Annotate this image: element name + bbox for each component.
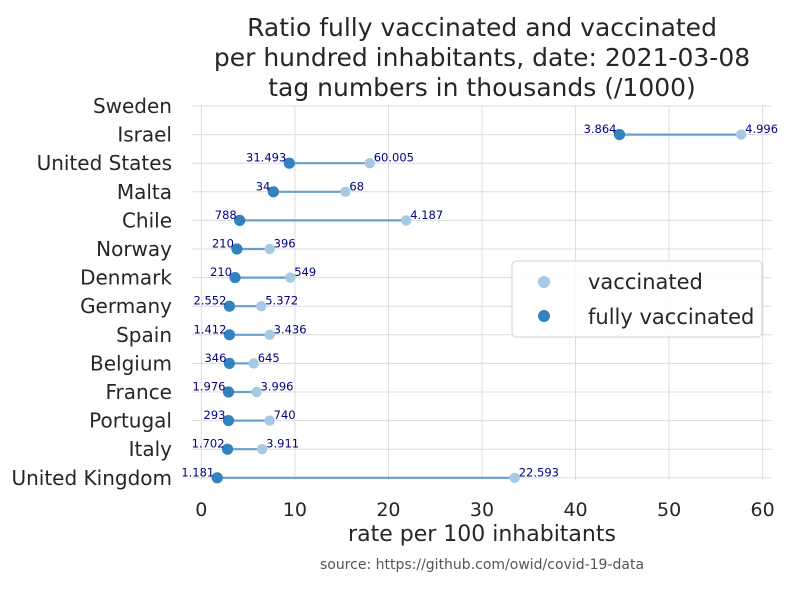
tag-vaccinated-portugal: 740: [274, 408, 296, 422]
legend-label-fully-vaccinated: fully vaccinated: [588, 305, 754, 329]
y-tick-label-germany: Germany: [80, 294, 172, 318]
point-fully-vaccinated-united-states: [283, 157, 295, 169]
tag-vaccinated-malta: 68: [349, 179, 364, 193]
point-fully-vaccinated-denmark: [229, 272, 241, 284]
point-vaccinated-portugal: [264, 415, 275, 426]
y-tick-label-united-states: United States: [37, 151, 172, 175]
y-tick-label-portugal: Portugal: [89, 409, 172, 433]
x-tick-label: 60: [751, 499, 775, 521]
tag-fully-vaccinated-germany: 2.552: [193, 294, 226, 308]
tag-fully-vaccinated-belgium: 346: [204, 351, 226, 365]
y-tick-label-malta: Malta: [117, 180, 172, 204]
dumbbell-lines: [217, 133, 742, 479]
tag-vaccinated-israel: 4.996: [745, 122, 778, 136]
y-tick-label-denmark: Denmark: [80, 266, 172, 290]
tag-vaccinated-denmark: 549: [294, 265, 316, 279]
point-fully-vaccinated-israel: [613, 129, 626, 141]
tag-vaccinated-chile: 4.187: [410, 208, 443, 222]
point-vaccinated-belgium: [248, 358, 259, 369]
tag-vaccinated-united-states: 60.005: [374, 151, 414, 165]
tag-vaccinated-united-kingdom: 22.593: [519, 465, 559, 479]
point-fully-vaccinated-italy: [221, 443, 234, 455]
point-fully-vaccinated-norway: [231, 243, 243, 255]
point-fully-vaccinated-portugal: [222, 415, 235, 427]
tag-fully-vaccinated-italy: 1.702: [192, 437, 225, 451]
y-tick-label-belgium: Belgium: [90, 351, 172, 375]
tag-fully-vaccinated-israel: 3.864: [584, 122, 617, 136]
tag-vaccinated-france: 3.996: [261, 380, 294, 394]
y-tick-label-norway: Norway: [96, 237, 172, 261]
legend: vaccinated fully vaccinated: [511, 260, 763, 338]
title-line-2: per hundred inhabitants, date: 2021-03-0…: [214, 43, 750, 72]
tag-fully-vaccinated-norway: 210: [212, 237, 234, 251]
point-fully-vaccinated-malta: [267, 186, 279, 198]
point-vaccinated-italy: [256, 444, 268, 455]
data-points: [211, 129, 747, 484]
point-vaccinated-spain: [264, 329, 275, 340]
y-tick-label-chile: Chile: [122, 208, 172, 232]
title-line-1: Ratio fully vaccinated and vaccinated: [247, 13, 717, 42]
tag-fully-vaccinated-portugal: 293: [204, 408, 226, 422]
y-tick-labels: Sweden Israel United States Malta Chile Norwa…: [11, 94, 172, 490]
point-fully-vaccinated-united-kingdom: [211, 472, 223, 484]
x-tick-labels: 0 10 20 30 40 50 60: [195, 499, 774, 521]
point-fully-vaccinated-france: [222, 386, 235, 398]
legend-label-vaccinated: vaccinated: [588, 270, 703, 294]
point-vaccinated-germany: [256, 301, 267, 312]
point-vaccinated-malta: [340, 186, 351, 197]
tag-vaccinated-italy: 3.911: [266, 437, 299, 451]
tag-vaccinated-belgium: 645: [258, 351, 280, 365]
source-note: source: https://github.com/owid/covid-19…: [320, 557, 644, 573]
x-tick-label: 0: [195, 499, 207, 521]
tag-vaccinated-norway: 396: [274, 237, 296, 251]
y-tick-label-united-kingdom: United Kingdom: [11, 466, 172, 490]
y-tick-label-sweden: Sweden: [93, 94, 172, 118]
x-tick-label: 40: [563, 499, 587, 521]
point-vaccinated-united-kingdom: [509, 472, 520, 483]
point-fully-vaccinated-chile: [234, 214, 246, 226]
point-vaccinated-chile: [401, 215, 412, 226]
y-tick-label-italy: Italy: [129, 437, 173, 461]
data-labels: 4.996 3.864 60.005 31.493 68 34 4.187 788 396 210…: [181, 122, 778, 479]
tag-vaccinated-spain: 3.436: [274, 322, 307, 336]
point-vaccinated-denmark: [285, 272, 296, 283]
y-tick-label-israel: Israel: [117, 123, 172, 147]
y-tick-label-spain: Spain: [116, 323, 172, 347]
chart-title: Ratio fully vaccinated and vaccinated pe…: [214, 13, 750, 102]
tag-fully-vaccinated-france: 1.976: [193, 380, 226, 394]
x-tick-label: 20: [376, 499, 400, 521]
point-vaccinated-france: [251, 386, 262, 398]
x-tick-label: 50: [657, 499, 681, 521]
point-vaccinated-united-states: [364, 158, 375, 169]
point-fully-vaccinated-spain: [223, 329, 236, 341]
y-tick-label-france: France: [105, 380, 172, 404]
tag-fully-vaccinated-malta: 34: [256, 179, 271, 193]
tag-fully-vaccinated-united-kingdom: 1.181: [181, 465, 214, 479]
tag-fully-vaccinated-denmark: 210: [210, 265, 232, 279]
point-vaccinated-norway: [264, 243, 275, 255]
tag-fully-vaccinated-chile: 788: [215, 208, 237, 222]
tag-fully-vaccinated-united-states: 31.493: [246, 151, 286, 165]
point-fully-vaccinated-germany: [223, 300, 236, 312]
legend-marker-vaccinated: [538, 276, 550, 288]
legend-box: [511, 260, 763, 338]
tag-fully-vaccinated-spain: 1.412: [193, 322, 226, 336]
point-vaccinated-israel: [735, 129, 747, 140]
tag-vaccinated-germany: 5.372: [265, 294, 298, 308]
point-fully-vaccinated-belgium: [223, 357, 236, 369]
legend-marker-fully-vaccinated: [538, 310, 550, 322]
x-tick-label: 10: [283, 499, 307, 521]
x-axis-label: rate per 100 inhabitants: [348, 522, 616, 547]
x-tick-label: 30: [470, 499, 494, 521]
title-line-3: tag numbers in thousands (/1000): [268, 73, 696, 102]
